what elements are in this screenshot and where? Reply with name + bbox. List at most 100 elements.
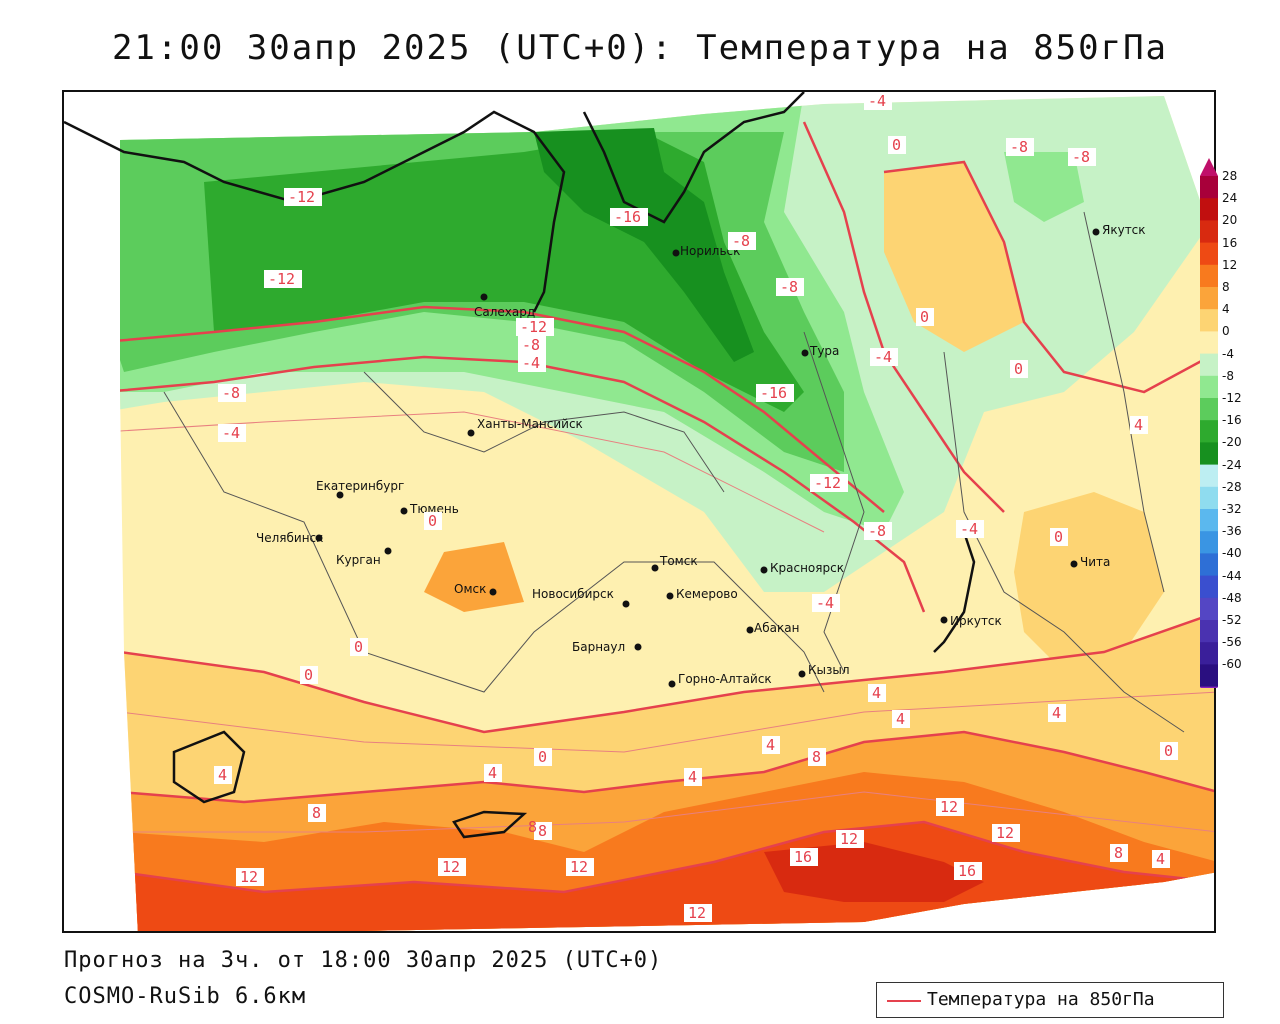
colorbar-tick-label: -28 bbox=[1222, 479, 1242, 494]
svg-text:-16: -16 bbox=[760, 384, 787, 402]
colorbar-tick-label: -48 bbox=[1222, 590, 1242, 605]
colorbar-tick-label: 24 bbox=[1222, 191, 1238, 206]
city-salekhard[interactable]: Салехард bbox=[474, 293, 535, 320]
colorbar-tick-label: -8 bbox=[1222, 368, 1234, 383]
svg-text:0: 0 bbox=[892, 136, 901, 154]
svg-text:-12: -12 bbox=[288, 188, 315, 206]
svg-text:12: 12 bbox=[688, 904, 706, 922]
colorbar-swatch bbox=[1200, 553, 1218, 577]
colorbar-tick-label: 4 bbox=[1222, 302, 1230, 317]
svg-text:Новосибирск: Новосибирск bbox=[532, 587, 614, 601]
model-name: COSMO-RuSib 6.6км bbox=[64, 984, 307, 1009]
colorbar-swatch bbox=[1200, 531, 1218, 554]
svg-text:12: 12 bbox=[996, 824, 1014, 842]
colorbar-tick-label: -56 bbox=[1222, 635, 1242, 650]
svg-text:8: 8 bbox=[812, 748, 821, 766]
colorbar-swatch bbox=[1200, 575, 1218, 599]
svg-text:4: 4 bbox=[688, 768, 697, 786]
svg-text:16: 16 bbox=[794, 848, 812, 866]
legend-label: Температура на 850гПа bbox=[927, 989, 1155, 1010]
city-irkutsk[interactable]: Иркутск bbox=[940, 614, 1002, 628]
svg-text:Салехард: Салехард bbox=[474, 305, 535, 319]
colorbar-swatch bbox=[1200, 620, 1218, 643]
svg-text:Кызыл: Кызыл bbox=[808, 663, 850, 677]
coastline bbox=[64, 92, 976, 839]
svg-text:0: 0 bbox=[538, 748, 547, 766]
city-khanty-mansiysk[interactable]: Ханты-Мансийск bbox=[467, 417, 583, 437]
svg-text:0: 0 bbox=[1054, 528, 1063, 546]
svg-text:-4: -4 bbox=[522, 354, 540, 372]
city-chita[interactable]: Чита bbox=[1070, 555, 1111, 569]
city-norilsk[interactable]: Норильск bbox=[672, 244, 741, 258]
svg-text:-8: -8 bbox=[780, 278, 798, 296]
city-krasnoyarsk[interactable]: Красноярск bbox=[760, 561, 844, 575]
colorbar-tick-label: -52 bbox=[1222, 613, 1242, 627]
svg-text:4: 4 bbox=[1156, 850, 1165, 868]
city-tyumen[interactable]: Тюмень bbox=[400, 502, 459, 516]
city-gorno-altaysk[interactable]: Горно-Алтайск bbox=[668, 672, 772, 688]
svg-text:8: 8 bbox=[1114, 844, 1123, 862]
city-chelyabinsk[interactable]: Челябинск bbox=[256, 531, 323, 545]
colorbar-swatch bbox=[1200, 287, 1218, 310]
temperature-field bbox=[120, 96, 1214, 931]
city-yekaterinburg[interactable]: Екатеринбург bbox=[316, 479, 404, 499]
svg-text:-8: -8 bbox=[222, 384, 240, 402]
colorbar bbox=[1200, 158, 1218, 688]
admin-borders bbox=[163, 211, 1185, 733]
colorbar-swatch bbox=[1200, 398, 1218, 421]
city-kemerovo[interactable]: Кемерово bbox=[666, 587, 738, 601]
svg-text:-8: -8 bbox=[1010, 138, 1028, 156]
svg-text:Якутск: Якутск bbox=[1102, 223, 1146, 237]
colorbar-swatch bbox=[1200, 353, 1218, 377]
svg-text:12: 12 bbox=[840, 830, 858, 848]
city-abakan[interactable]: Абакан bbox=[746, 621, 800, 635]
svg-text:-4: -4 bbox=[868, 92, 886, 110]
svg-text:-4: -4 bbox=[960, 520, 978, 538]
svg-text:Норильск: Норильск bbox=[680, 244, 740, 258]
temperature-map: Якутск Норильск Салехард Тура Ханты-Манс… bbox=[64, 92, 1214, 931]
city-tura[interactable]: Тура bbox=[801, 344, 840, 358]
svg-text:0: 0 bbox=[428, 512, 437, 530]
svg-text:8: 8 bbox=[538, 822, 547, 840]
city-novosibirsk[interactable]: Новосибирск bbox=[532, 587, 630, 608]
city-kyzyl[interactable]: Кызыл bbox=[798, 663, 850, 678]
svg-text:Курган: Курган bbox=[336, 553, 381, 567]
colorbar-swatch bbox=[1200, 242, 1218, 266]
colorbar-swatch bbox=[1200, 220, 1218, 244]
svg-text:0: 0 bbox=[1164, 742, 1173, 760]
svg-text:0: 0 bbox=[354, 638, 363, 656]
colorbar-swatch bbox=[1200, 464, 1218, 488]
svg-text:Томск: Томск bbox=[659, 554, 698, 568]
colorbar-tick-label: -44 bbox=[1222, 568, 1242, 583]
svg-text:12: 12 bbox=[240, 868, 258, 886]
svg-text:0: 0 bbox=[1014, 360, 1023, 378]
city-kurgan[interactable]: Курган bbox=[336, 547, 392, 568]
svg-text:-12: -12 bbox=[520, 318, 547, 336]
svg-text:Омск: Омск bbox=[454, 582, 486, 596]
legend-line-swatch bbox=[887, 1000, 921, 1002]
svg-text:-16: -16 bbox=[614, 208, 641, 226]
svg-text:Абакан: Абакан bbox=[754, 621, 799, 635]
colorbar-swatch bbox=[1200, 642, 1218, 665]
city-omsk[interactable]: Омск bbox=[454, 582, 497, 596]
svg-text:-4: -4 bbox=[816, 594, 834, 612]
svg-text:Иркутск: Иркутск bbox=[950, 614, 1002, 628]
colorbar-swatch bbox=[1200, 509, 1218, 532]
colorbar-tick-label: 16 bbox=[1222, 235, 1238, 250]
colorbar-tick-label: 28 bbox=[1222, 169, 1238, 183]
colorbar-tick-label: -32 bbox=[1222, 502, 1242, 516]
colorbar-swatch bbox=[1200, 309, 1218, 332]
colorbar-arrow-top bbox=[1200, 158, 1218, 176]
city-yakutsk[interactable]: Якутск bbox=[1092, 223, 1146, 237]
city-barnaul[interactable]: Барнаул bbox=[572, 640, 642, 654]
city-tomsk[interactable]: Томск bbox=[651, 554, 698, 572]
svg-text:-8: -8 bbox=[732, 232, 750, 250]
colorbar-tick-label: -40 bbox=[1222, 546, 1242, 561]
colorbar-swatch bbox=[1200, 176, 1218, 199]
colorbar-tick-label: 0 bbox=[1222, 324, 1230, 339]
svg-text:4: 4 bbox=[218, 766, 227, 784]
svg-text:4: 4 bbox=[872, 684, 881, 702]
colorbar-tick-label: -12 bbox=[1222, 391, 1242, 405]
map-panel[interactable]: Якутск Норильск Салехард Тура Ханты-Манс… bbox=[62, 90, 1216, 933]
colorbar-tick-label: -16 bbox=[1222, 413, 1242, 428]
